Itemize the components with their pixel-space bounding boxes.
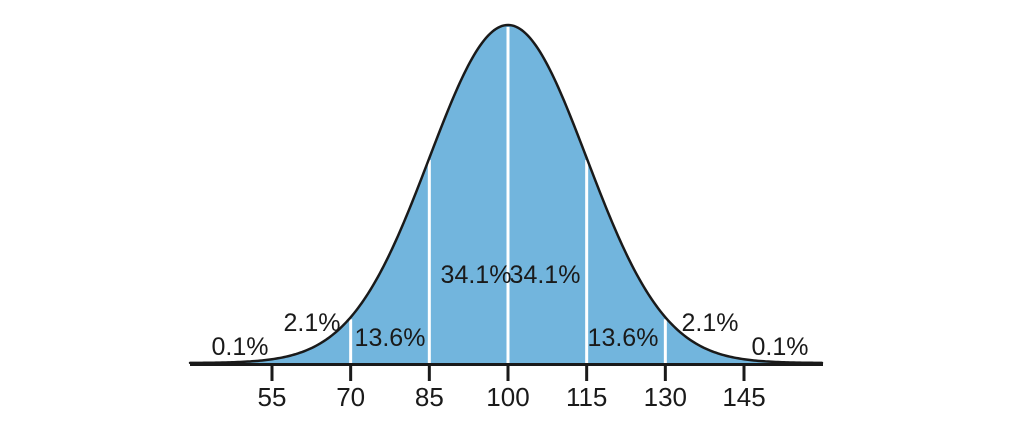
segment-percentage-label: 34.1% bbox=[441, 261, 512, 289]
x-tick-label: 55 bbox=[258, 382, 287, 412]
segment-percentage-label: 34.1% bbox=[510, 261, 581, 289]
x-tick-label: 100 bbox=[486, 382, 529, 412]
segment-percentage-label: 13.6% bbox=[355, 324, 426, 352]
segment-percentage-label: 2.1% bbox=[682, 309, 739, 337]
x-tick-label: 85 bbox=[415, 382, 444, 412]
x-tick-label: 115 bbox=[566, 382, 607, 412]
x-tick-label: 130 bbox=[644, 382, 687, 412]
x-tick-label: 70 bbox=[336, 382, 365, 412]
segment-percentage-label: 0.1% bbox=[752, 333, 809, 361]
x-tick-label: 145 bbox=[722, 382, 765, 412]
segment-percentage-label: 13.6% bbox=[588, 324, 659, 352]
bell-curve-outline bbox=[188, 23, 824, 365]
segment-percentage-label: 2.1% bbox=[284, 309, 341, 337]
segment-percentage-label: 0.1% bbox=[212, 333, 269, 361]
